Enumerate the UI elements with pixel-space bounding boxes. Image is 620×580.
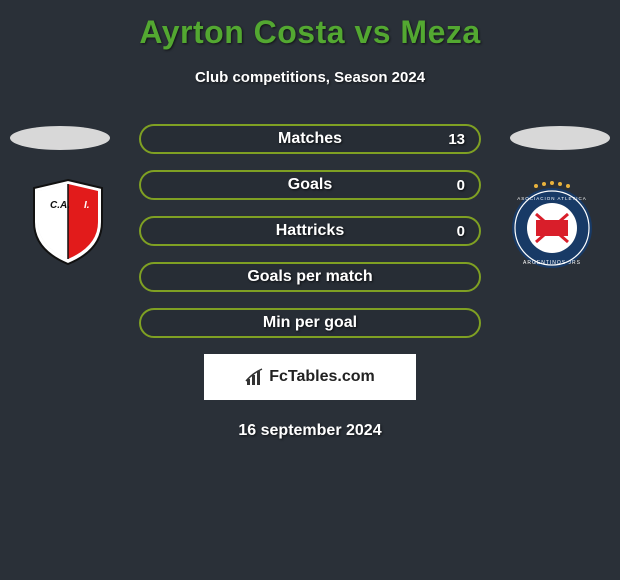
stat-row-goals-per-match: Goals per match [139, 262, 481, 292]
stat-row-goals: Goals 0 [139, 170, 481, 200]
club-badge-left: C.A. I. [22, 176, 114, 268]
stat-row-hattricks: Hattricks 0 [139, 216, 481, 246]
bars-icon [245, 367, 265, 387]
svg-text:I.: I. [84, 200, 90, 211]
watermark-text: FcTables.com [269, 368, 375, 386]
stat-row-matches: Matches 13 [139, 124, 481, 154]
stat-label: Min per goal [263, 314, 357, 332]
page-title: Ayrton Costa vs Meza [0, 0, 620, 51]
player-right-avatar [510, 126, 610, 150]
svg-text:C.A.: C.A. [50, 200, 70, 211]
stat-label: Goals [288, 176, 332, 194]
independiente-badge-icon: C.A. I. [22, 176, 114, 268]
stat-label: Matches [278, 130, 342, 148]
svg-text:ASOCIACION ATLETICA: ASOCIACION ATLETICA [517, 196, 586, 201]
stat-right-value: 13 [448, 131, 465, 148]
stat-row-min-per-goal: Min per goal [139, 308, 481, 338]
subtitle: Club competitions, Season 2024 [0, 69, 620, 86]
watermark: FcTables.com [204, 354, 416, 400]
stats-container: Matches 13 Goals 0 Hattricks 0 Goals per… [139, 124, 481, 338]
club-badge-right: ASOCIACION ATLETICA ARGENTINOS JRS [506, 180, 598, 272]
date-text: 16 september 2024 [0, 422, 620, 440]
svg-text:ARGENTINOS JRS: ARGENTINOS JRS [523, 260, 581, 266]
player-left-avatar [10, 126, 110, 150]
argentinos-juniors-badge-icon: ASOCIACION ATLETICA ARGENTINOS JRS [506, 180, 598, 272]
stat-label: Hattricks [276, 222, 344, 240]
stat-label: Goals per match [247, 268, 372, 286]
stat-right-value: 0 [457, 223, 465, 240]
stat-right-value: 0 [457, 177, 465, 194]
